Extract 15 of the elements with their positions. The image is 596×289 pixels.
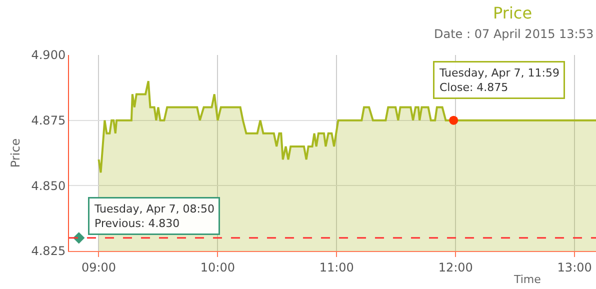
annotation: Tuesday, Apr 7, 11:59 Close: 4.875 bbox=[438, 66, 560, 94]
x-tick-label: 13:00 bbox=[557, 260, 592, 274]
y-tick-label: 4.900 bbox=[31, 48, 66, 62]
chart-title: Price bbox=[493, 3, 532, 22]
y-axis-title: Price bbox=[8, 138, 23, 168]
x-tick-label: 10:00 bbox=[200, 260, 235, 274]
x-axis-title: Time bbox=[513, 273, 542, 286]
y-tick-label: 4.850 bbox=[31, 178, 66, 193]
x-tick-label: 11:00 bbox=[319, 260, 354, 274]
y-tick-label: 4.875 bbox=[31, 114, 66, 128]
x-tick-label: 09:00 bbox=[81, 260, 116, 274]
y-tick-label: 4.825 bbox=[31, 244, 66, 258]
x-tick-label: 12:00 bbox=[438, 260, 473, 274]
chart-subtitle: Date : 07 April 2015 13:53 bbox=[434, 27, 594, 41]
annotation: Tuesday, Apr 7, 08:50 Previous: 4.830 bbox=[94, 202, 214, 230]
